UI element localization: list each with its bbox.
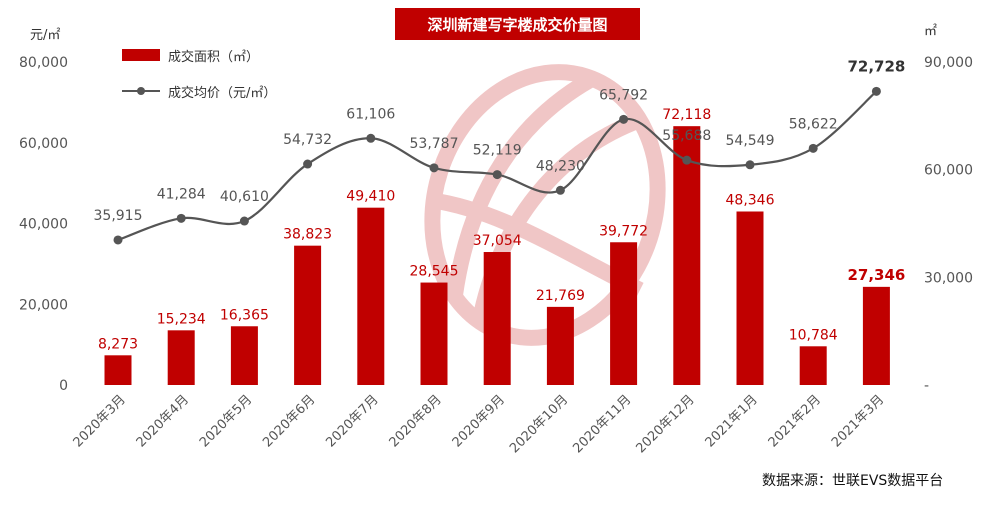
legend-line-swatch: [122, 85, 160, 97]
price-point-label: 58,622: [789, 116, 838, 132]
x-axis-tick-label: 2020年8月: [387, 392, 445, 450]
price-point: [366, 133, 376, 143]
price-point-label: 65,792: [599, 87, 648, 103]
area-bar-label: 15,234: [157, 311, 206, 327]
x-axis-tick-label: 2020年9月: [450, 392, 508, 450]
area-bar-label: 37,054: [473, 233, 522, 249]
area-bar-label: 48,346: [726, 192, 775, 208]
area-bar-label: 72,118: [662, 107, 711, 123]
price-point: [303, 159, 313, 169]
right-axis-tick: -: [924, 378, 929, 394]
area-bar: [294, 245, 322, 385]
area-bar-label: 8,273: [98, 336, 138, 352]
price-point: [682, 155, 692, 165]
price-point: [871, 86, 881, 96]
price-point: [619, 114, 629, 124]
area-bar: [483, 252, 511, 385]
left-axis-tick: 20,000: [19, 297, 68, 313]
price-point-label: 72,728: [847, 57, 905, 75]
legend-label-area: 成交面积（㎡）: [168, 49, 260, 65]
x-axis-tick-label: 2020年4月: [134, 392, 192, 450]
legend-item-price: 成交均价（元/㎡）: [122, 81, 276, 101]
area-bar: [736, 211, 764, 385]
price-point-label: 61,106: [346, 106, 395, 122]
price-point: [745, 160, 755, 170]
area-bar: [610, 242, 638, 385]
price-point: [555, 185, 565, 195]
area-bar-label: 49,410: [346, 189, 395, 205]
price-point: [239, 216, 249, 226]
legend-label-price: 成交均价（元/㎡）: [168, 85, 277, 101]
price-point-label: 40,610: [220, 189, 269, 205]
price-point-label: 52,119: [473, 143, 522, 159]
x-axis-tick-label: 2021年2月: [766, 392, 824, 450]
area-bar: [420, 282, 448, 385]
area-bar: [167, 330, 195, 385]
area-bar: [799, 346, 827, 385]
x-axis-tick-label: 2020年5月: [197, 392, 255, 450]
x-axis-tick-label: 2021年3月: [829, 392, 887, 450]
right-axis-tick: 90,000: [924, 55, 973, 71]
price-point-label: 54,732: [283, 132, 332, 148]
x-axis-tick-label: 2020年10月: [507, 392, 571, 456]
area-bar: [673, 126, 701, 385]
price-point: [492, 170, 502, 180]
right-axis-tick: 30,000: [924, 270, 973, 286]
price-point-label: 41,284: [157, 186, 206, 202]
area-bar: [230, 326, 258, 385]
price-point-label: 35,915: [94, 208, 143, 224]
price-point-label: 53,787: [410, 136, 459, 152]
x-axis-tick-label: 2020年12月: [634, 392, 698, 456]
area-bar-label: 39,772: [599, 223, 648, 239]
area-bar-label: 27,346: [847, 266, 905, 284]
area-bar: [357, 207, 385, 385]
right-axis-unit: ㎡: [924, 24, 938, 39]
data-source: 数据来源：世联EVS数据平台: [762, 473, 944, 489]
area-bar: [546, 306, 574, 385]
left-axis-unit: 元/㎡: [30, 28, 61, 43]
chart-title: 深圳新建写字楼成交价量图: [395, 8, 640, 40]
price-point: [176, 213, 186, 223]
area-bar-label: 21,769: [536, 288, 585, 304]
x-axis-tick-label: 2020年11月: [570, 392, 634, 456]
area-bar-label: 38,823: [283, 227, 332, 243]
legend-bar-swatch: [122, 49, 160, 61]
area-bar-label: 28,545: [410, 264, 459, 280]
price-point: [113, 235, 123, 245]
left-axis-tick: 0: [59, 378, 68, 394]
price-point-label: 48,230: [536, 158, 585, 174]
x-axis-tick-label: 2020年7月: [323, 392, 381, 450]
area-bar-label: 16,365: [220, 307, 269, 323]
price-point-label: 54,549: [726, 133, 775, 149]
x-axis-tick-label: 2020年3月: [71, 392, 129, 450]
price-point: [808, 143, 818, 153]
left-axis-tick: 80,000: [19, 55, 68, 71]
price-point-label: 55,688: [662, 128, 711, 144]
area-bar: [862, 286, 890, 385]
left-axis-tick: 40,000: [19, 217, 68, 233]
left-axis-tick: 60,000: [19, 136, 68, 152]
legend: 成交面积（㎡） 成交均价（元/㎡）: [122, 45, 276, 117]
right-axis-tick: 60,000: [924, 163, 973, 179]
area-bar: [104, 355, 132, 385]
area-bar-label: 10,784: [789, 327, 838, 343]
x-axis-tick-label: 2021年1月: [703, 392, 761, 450]
legend-item-area: 成交面积（㎡）: [122, 45, 276, 65]
price-point: [429, 163, 439, 173]
x-axis-tick-label: 2020年6月: [260, 392, 318, 450]
